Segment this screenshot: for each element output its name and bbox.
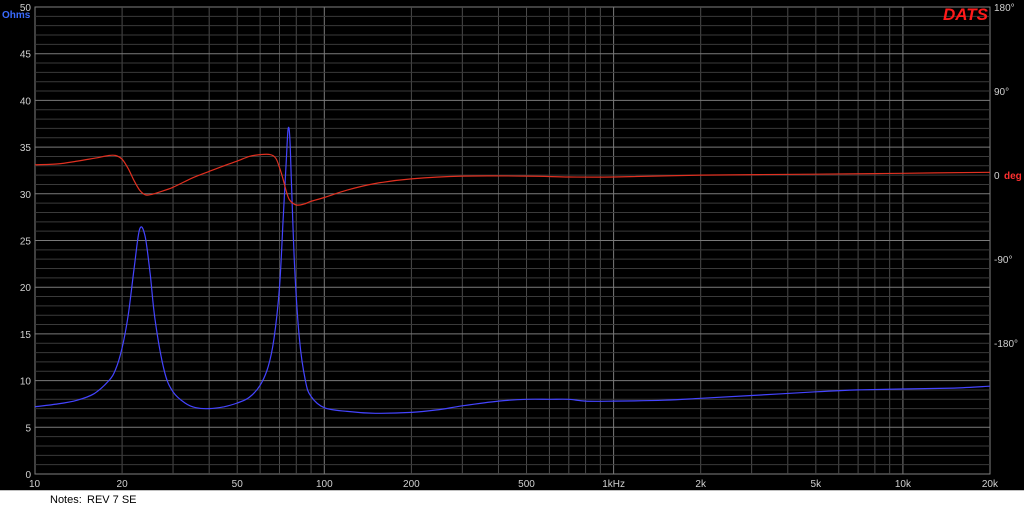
x-tick-label: 50 [232,479,244,490]
notes-bar: Notes: REV 7 SE [0,490,1024,510]
impedance-curve [34,126,991,414]
y-left-tick-label: 45 [20,50,32,61]
x-tick-label: 5k [811,479,823,490]
y-right-tick-label: -90° [994,255,1012,266]
impedance-chart: 0 5 10 15 20 25 30 35 40 45 50 Ohms 180° 90° 0 deg -90° -… [0,0,1024,490]
y-left-tick-label: 50 [20,3,32,14]
x-tick-label: 500 [518,479,535,490]
x-tick-label: 2k [695,479,707,490]
y-right-tick-label: 90° [994,87,1009,98]
phase-curve [34,153,991,206]
x-tick-label: 100 [316,479,333,490]
x-tick-label: 200 [403,479,420,490]
x-tick-label: 10 [29,479,41,490]
x-tick-label: 20k [982,479,999,490]
y-left-unit: Ohms [2,10,31,21]
y-left-tick-label: 20 [20,283,32,294]
y-right-unit: deg [1004,171,1022,182]
notes-text[interactable]: REV 7 SE [87,494,137,506]
y-left-tick-label: 5 [25,423,31,434]
y-left-tick-label: 15 [20,330,32,341]
y-left-tick-label: 35 [20,143,32,154]
notes-label: Notes: [50,494,82,506]
y-left-tick-label: 30 [20,190,32,201]
x-tick-label: 10k [895,479,912,490]
y-left-tick-label: 25 [20,237,32,248]
y-right-tick-label: 0 [994,171,1000,182]
y-left-tick-label: 10 [20,377,32,388]
x-tick-label: 1kHz [602,479,625,490]
y-left-tick-label: 0 [25,470,31,481]
y-right-tick-label: 180° [994,3,1015,14]
y-right-tick-label: -180° [994,339,1018,350]
x-tick-label: 20 [117,479,129,490]
y-left-tick-label: 40 [20,96,32,107]
dats-logo: DATS [943,5,989,24]
